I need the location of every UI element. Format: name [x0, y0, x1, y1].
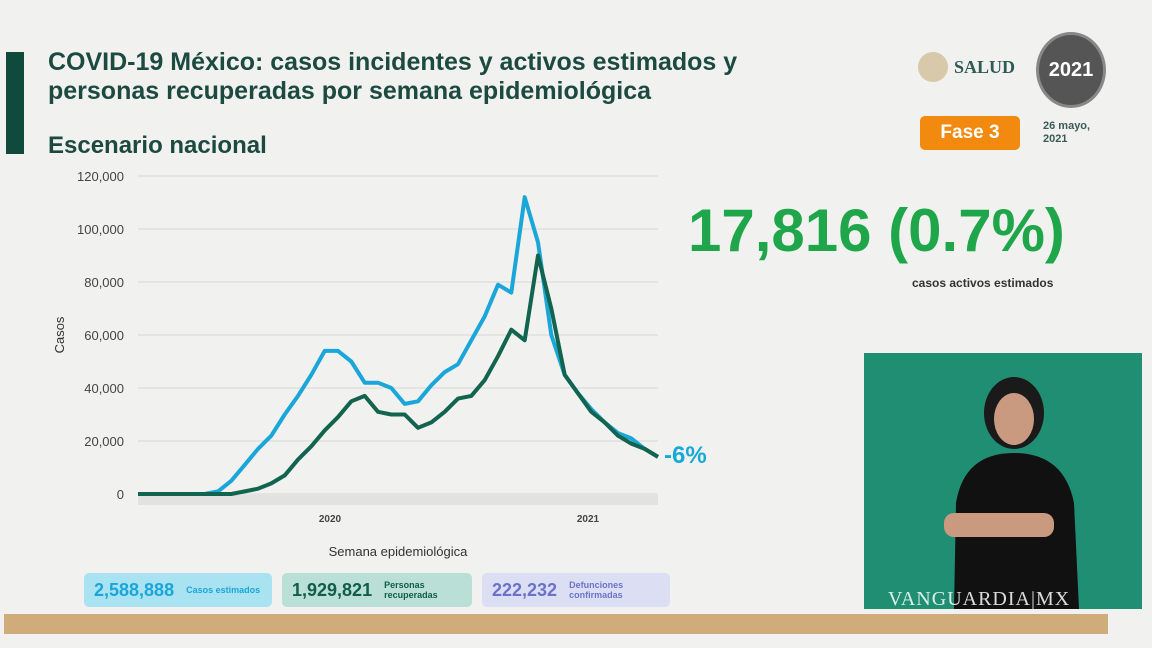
page-title: COVID-19 México: casos incidentes y acti… — [48, 48, 738, 105]
recovered-value: 1,929,821 — [292, 579, 373, 600]
summary-card-recovered: 1,929,821 Personas recuperadas — [282, 573, 472, 607]
x-axis-band — [138, 495, 658, 505]
page-subtitle: Escenario nacional — [48, 132, 267, 159]
source-footer — [4, 614, 1108, 634]
y-tick-label: 20,000 — [84, 434, 124, 449]
active-cases-value: 17,816 (0.7%) — [688, 197, 1065, 264]
seal-icon — [918, 52, 948, 82]
accent-bar — [6, 52, 24, 154]
summary-card-deaths: 222,232 Defunciones confirmadas — [482, 573, 670, 607]
active-cases-label: casos activos estimados — [912, 276, 1054, 290]
y-tick-label: 40,000 — [84, 381, 124, 396]
line-chart: 0 20,000 40,000 60,000 80,000 100,000 120,000 2… — [52, 169, 660, 559]
series-line-0 — [138, 195, 660, 496]
interpreter-figure — [944, 377, 1079, 609]
interpreter-video — [864, 353, 1142, 609]
x-tick-label: 2020 — [319, 514, 342, 525]
cases-value: 2,588,888 — [94, 579, 175, 600]
y-tick-label: 0 — [117, 487, 124, 502]
series-line-1 — [138, 253, 660, 496]
deaths-value: 222,232 — [492, 579, 558, 600]
change-label: -6% — [664, 442, 707, 469]
x-tick-label: 2021 — [577, 514, 600, 525]
y-axis-label: Casos — [52, 316, 67, 353]
x-axis-label: Semana epidemiológica — [329, 544, 469, 559]
y-tick-label: 60,000 — [84, 328, 124, 343]
recovered-label: Personas recuperadas — [384, 580, 438, 600]
salud-logo: SALUD — [918, 52, 1015, 82]
deaths-label: Defunciones confirmadas — [569, 580, 624, 600]
mexico-2021-logo: 2021 — [1036, 32, 1106, 108]
y-tick-label: 120,000 — [77, 169, 124, 184]
y-tick-label: 100,000 — [77, 222, 124, 237]
salud-logo-text: SALUD — [954, 56, 1016, 77]
summary-card-cases: 2,588,888 Casos estimados — [84, 573, 272, 607]
phase-badge: Fase 3 — [920, 116, 1020, 150]
date-label: 26 mayo, 2021 — [1043, 120, 1091, 145]
watermark: VANGUARDIA|MX — [888, 588, 1071, 610]
y-tick-label: 80,000 — [84, 275, 124, 290]
cases-label: Casos estimados — [186, 585, 261, 595]
